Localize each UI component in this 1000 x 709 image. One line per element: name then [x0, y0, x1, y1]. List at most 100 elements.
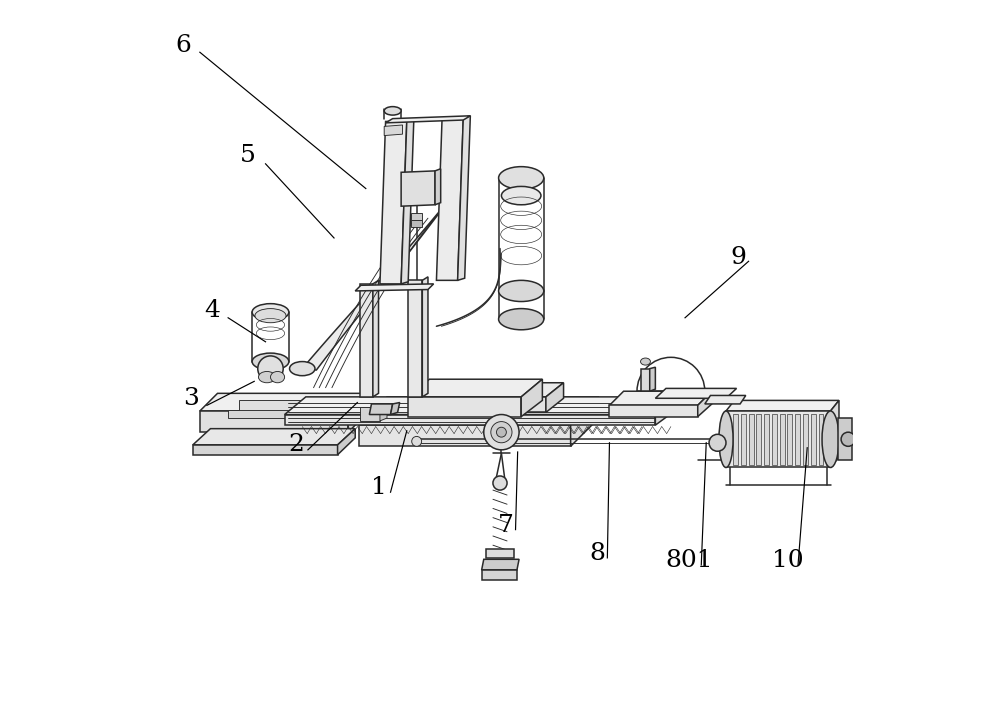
Polygon shape	[408, 379, 542, 397]
Polygon shape	[302, 210, 441, 370]
Text: 10: 10	[772, 549, 804, 572]
Polygon shape	[764, 414, 769, 464]
Polygon shape	[348, 393, 366, 432]
Text: 4: 4	[204, 299, 220, 322]
Polygon shape	[486, 549, 514, 558]
Ellipse shape	[384, 106, 401, 115]
Polygon shape	[726, 411, 831, 467]
Polygon shape	[391, 403, 400, 415]
Polygon shape	[380, 121, 407, 284]
Polygon shape	[733, 414, 738, 464]
Polygon shape	[193, 429, 355, 445]
Text: 6: 6	[176, 33, 192, 57]
Polygon shape	[819, 414, 823, 464]
Ellipse shape	[493, 476, 507, 490]
Ellipse shape	[415, 174, 444, 189]
Polygon shape	[803, 414, 808, 464]
Polygon shape	[749, 414, 754, 464]
Polygon shape	[826, 414, 831, 464]
Polygon shape	[756, 414, 761, 464]
Polygon shape	[726, 401, 839, 411]
Polygon shape	[795, 414, 800, 464]
Polygon shape	[386, 116, 470, 123]
Polygon shape	[435, 169, 441, 205]
Polygon shape	[285, 415, 655, 425]
Polygon shape	[482, 570, 517, 581]
Text: 5: 5	[240, 144, 256, 167]
Polygon shape	[831, 401, 839, 467]
Polygon shape	[285, 397, 677, 415]
Polygon shape	[369, 404, 393, 415]
Polygon shape	[787, 414, 792, 464]
Polygon shape	[838, 418, 852, 460]
Polygon shape	[546, 383, 564, 413]
Text: 7: 7	[498, 514, 514, 537]
Ellipse shape	[258, 372, 275, 383]
Polygon shape	[359, 425, 571, 446]
Polygon shape	[193, 445, 338, 454]
Polygon shape	[521, 379, 542, 417]
Ellipse shape	[255, 308, 286, 323]
Text: 9: 9	[731, 245, 747, 269]
Ellipse shape	[719, 411, 733, 467]
Polygon shape	[360, 408, 380, 421]
Polygon shape	[373, 280, 379, 397]
Polygon shape	[360, 284, 373, 397]
Polygon shape	[355, 284, 434, 291]
Polygon shape	[571, 397, 599, 446]
Polygon shape	[429, 397, 546, 413]
Text: 3: 3	[183, 387, 199, 410]
Ellipse shape	[496, 428, 506, 437]
Polygon shape	[655, 397, 677, 425]
Polygon shape	[609, 406, 698, 417]
Text: 2: 2	[289, 433, 305, 457]
Polygon shape	[641, 369, 650, 391]
Polygon shape	[436, 118, 463, 280]
Polygon shape	[411, 213, 422, 220]
Ellipse shape	[501, 186, 541, 205]
Ellipse shape	[484, 415, 519, 450]
Text: 1: 1	[371, 476, 386, 498]
Ellipse shape	[270, 372, 285, 383]
Ellipse shape	[290, 362, 315, 376]
Polygon shape	[426, 174, 451, 189]
Ellipse shape	[252, 353, 289, 370]
Ellipse shape	[412, 437, 422, 446]
Ellipse shape	[641, 358, 650, 365]
Polygon shape	[650, 367, 655, 391]
Ellipse shape	[499, 167, 544, 189]
Text: 801: 801	[666, 549, 713, 572]
Polygon shape	[482, 559, 519, 570]
Polygon shape	[380, 406, 387, 421]
Polygon shape	[772, 414, 777, 464]
Polygon shape	[408, 280, 422, 397]
Ellipse shape	[709, 435, 726, 451]
Polygon shape	[359, 397, 599, 425]
Polygon shape	[408, 397, 521, 417]
Ellipse shape	[416, 175, 436, 195]
Text: 8: 8	[590, 542, 605, 565]
Polygon shape	[239, 401, 302, 411]
Polygon shape	[811, 414, 816, 464]
Polygon shape	[228, 410, 288, 418]
Ellipse shape	[258, 356, 283, 381]
Polygon shape	[384, 125, 403, 135]
Polygon shape	[705, 396, 746, 404]
Polygon shape	[458, 116, 470, 280]
Polygon shape	[200, 393, 366, 411]
Polygon shape	[698, 391, 712, 417]
Polygon shape	[422, 277, 428, 397]
Polygon shape	[780, 414, 785, 464]
Ellipse shape	[499, 280, 544, 301]
Polygon shape	[655, 389, 737, 398]
Ellipse shape	[841, 432, 855, 446]
Ellipse shape	[491, 422, 512, 443]
Polygon shape	[411, 220, 422, 228]
Polygon shape	[200, 411, 348, 432]
Polygon shape	[609, 391, 712, 406]
Polygon shape	[401, 171, 435, 206]
Polygon shape	[338, 429, 355, 454]
Polygon shape	[401, 119, 414, 284]
Ellipse shape	[252, 303, 289, 320]
Polygon shape	[741, 414, 746, 464]
